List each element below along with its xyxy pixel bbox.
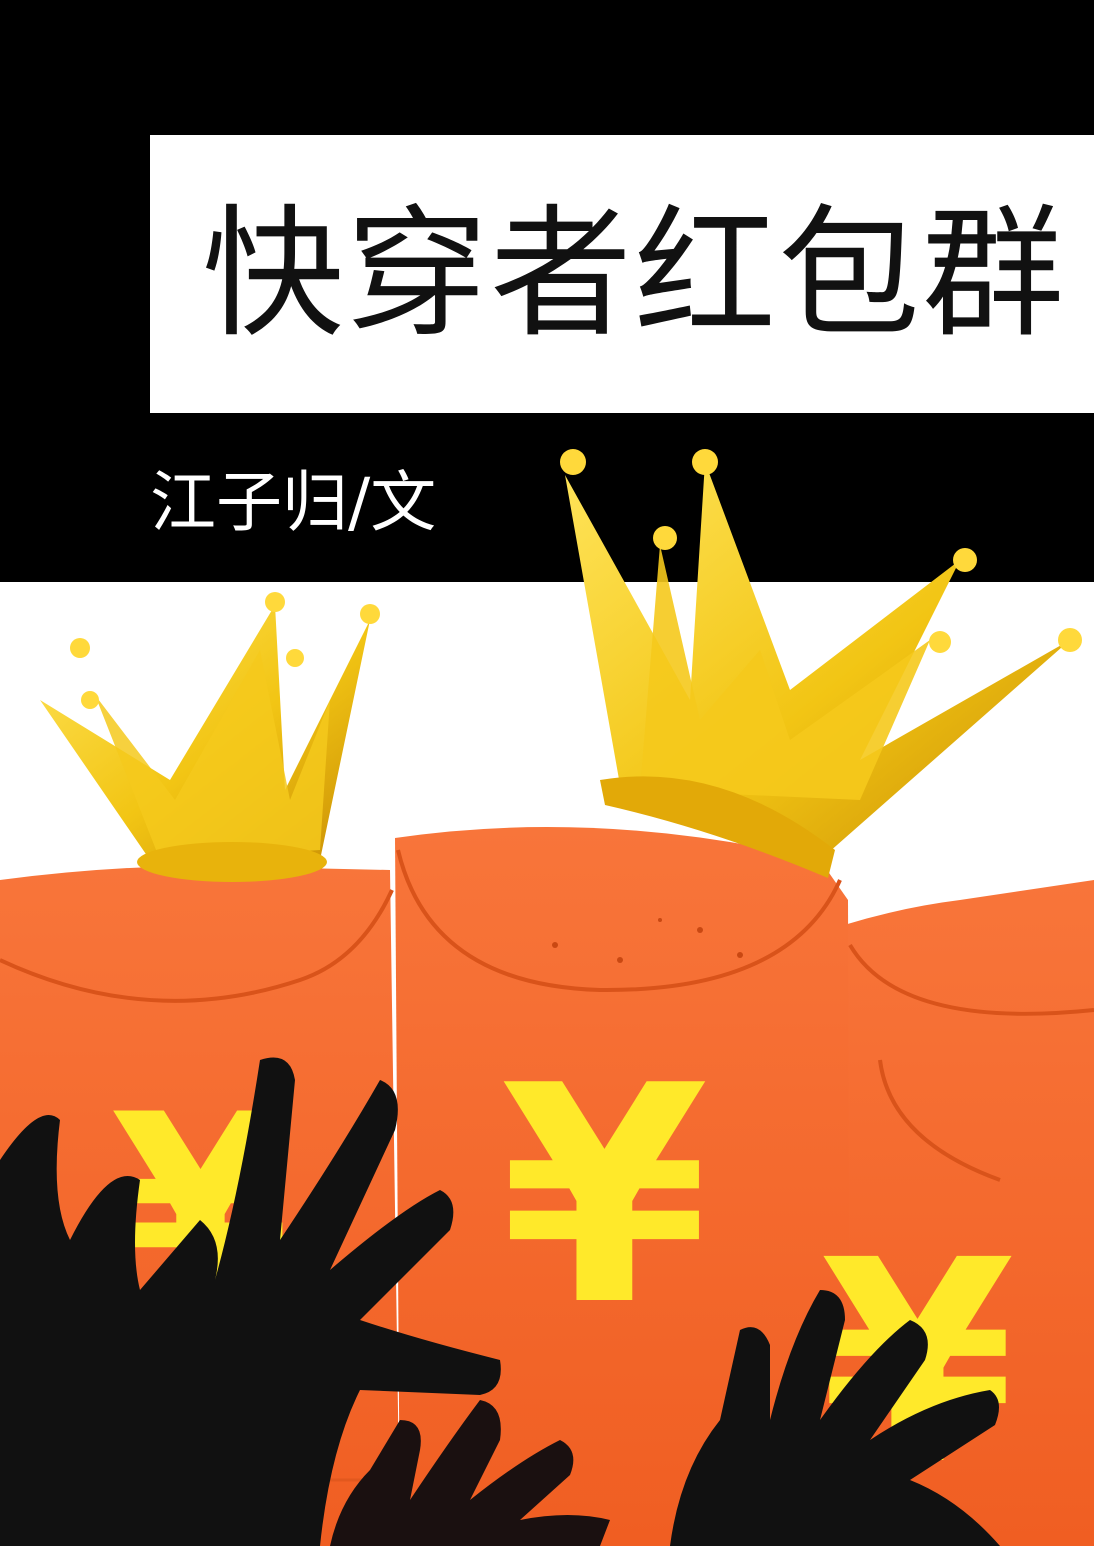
title-box: 快穿者红包群 (150, 135, 1094, 413)
hand-icon (0, 1057, 501, 1546)
book-title: 快穿者红包群 (202, 192, 1066, 357)
hand-icon (330, 1400, 610, 1546)
author-credit: 江子归/文 (150, 464, 437, 541)
yuan-symbol: ¥ (500, 1022, 709, 1371)
hand-icon (670, 1290, 1000, 1546)
crown-icon (40, 592, 380, 882)
crown-icon (560, 449, 1082, 878)
